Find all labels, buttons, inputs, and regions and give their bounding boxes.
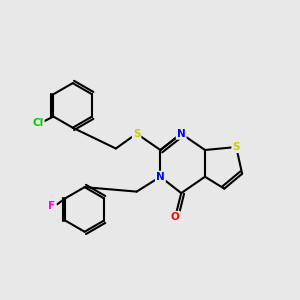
Text: Cl: Cl: [32, 118, 44, 128]
Text: S: S: [232, 142, 240, 152]
Text: N: N: [156, 172, 165, 182]
Text: F: F: [48, 201, 56, 211]
Text: O: O: [171, 212, 180, 222]
Text: S: S: [133, 129, 140, 139]
Text: N: N: [177, 129, 186, 139]
